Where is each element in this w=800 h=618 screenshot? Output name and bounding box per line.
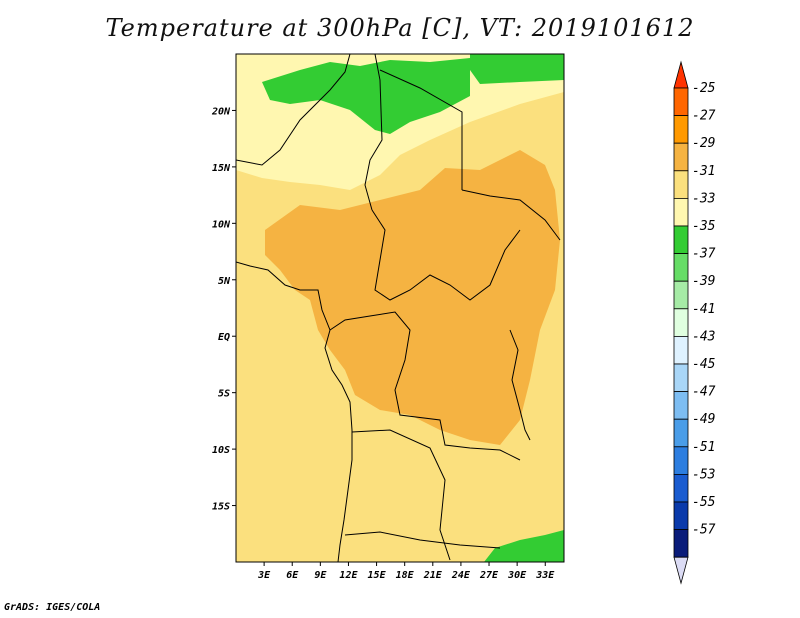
- latitude-ticks: 20N 15N 10N 5N EQ 5S 10S 15S: [211, 106, 236, 513]
- colorbar-cell: [673, 391, 689, 420]
- colorbar-label: -27: [692, 109, 716, 124]
- border-central-1: [371, 209, 521, 301]
- colorbar-label: -29: [692, 136, 715, 151]
- colorbar-label: -47: [692, 385, 716, 400]
- colorbar-label: -31: [692, 164, 715, 179]
- colorbar-label: -51: [692, 440, 715, 455]
- border-central-2: [329, 311, 521, 461]
- lat-tick-label: 20N: [211, 106, 231, 117]
- colorbar-cell: [673, 170, 689, 199]
- colorbar-cell: [673, 308, 689, 337]
- border-lakes: [509, 329, 531, 441]
- lon-tick-label: 30E: [507, 570, 527, 581]
- colorbar-label: -39: [692, 274, 715, 289]
- colorbar-cell: [673, 529, 689, 558]
- colorbar-label: -57: [692, 523, 716, 538]
- colorbar-bottom-arrow: [673, 556, 689, 585]
- border-south-2: [344, 531, 501, 549]
- colorbar-cell: [673, 418, 689, 448]
- lon-tick-label: 24E: [451, 570, 471, 581]
- colorbar-cell: [673, 473, 689, 503]
- colorbar-label: -53: [692, 467, 715, 482]
- colorbar-label: -41: [692, 302, 715, 317]
- colorbar-label: -55: [692, 495, 716, 510]
- lat-tick-label: 15S: [212, 502, 230, 513]
- plot-frame: [235, 53, 565, 563]
- colorbar-cell: [673, 280, 689, 310]
- lon-tick-label: 33E: [535, 570, 555, 581]
- colorbar-top-arrow: [673, 60, 689, 89]
- lon-tick-label: 15E: [368, 570, 387, 581]
- border-north-1: [236, 54, 351, 166]
- colorbar-cell: [673, 142, 689, 172]
- colorbar-cell: [673, 253, 689, 282]
- colorbar-cell: [673, 87, 689, 117]
- lat-tick-label: EQ: [218, 332, 230, 343]
- longitude-ticks: 3E 6E 9E 12E 15E 18E 21E 24E 27E 30E 33E: [257, 562, 555, 581]
- colorbar-cell: [673, 115, 689, 144]
- colorbar-label: -33: [692, 191, 715, 206]
- lon-tick-label: 21E: [423, 570, 443, 581]
- lat-tick-label: 15N: [212, 163, 231, 174]
- lon-tick-label: 27E: [479, 570, 499, 581]
- lat-tick-label: 5N: [218, 276, 231, 287]
- temperature-field: [236, 54, 564, 562]
- lon-tick-label: 3E: [257, 570, 271, 581]
- grads-credit: GrADS: IGES/COLA: [4, 602, 101, 613]
- colorbar: -25 -27 -29 -31 -33 -35 -37 -39 -41 -43 -45 -47 -49 -…: [673, 60, 716, 585]
- colorbar-label: -37: [692, 247, 716, 262]
- field-region-37-north: [262, 58, 470, 134]
- lon-tick-label: 12E: [339, 570, 358, 581]
- country-borders: [236, 54, 561, 562]
- lon-tick-label: 18E: [396, 570, 415, 581]
- lon-tick-label: 6E: [286, 570, 299, 581]
- colorbar-cell: [673, 335, 689, 365]
- colorbar-cell: [673, 501, 689, 531]
- colorbar-cell: [673, 363, 689, 393]
- lat-tick-label: 5S: [218, 389, 230, 400]
- coastline-west: [236, 261, 353, 562]
- colorbar-label: -49: [692, 412, 715, 427]
- field-region-37-southeast: [484, 530, 564, 562]
- colorbar-label: -43: [692, 329, 715, 344]
- border-north-3: [379, 69, 463, 190]
- map-title: Temperature at 300hPa [C], VT: 201910161…: [105, 14, 695, 42]
- colorbar-label: -45: [692, 357, 716, 372]
- lon-tick-label: 9E: [314, 570, 327, 581]
- lat-tick-label: 10S: [212, 445, 230, 456]
- colorbar-label: -35: [692, 219, 716, 234]
- colorbar-cell: [673, 446, 689, 475]
- border-north-2: [364, 54, 383, 211]
- lat-tick-label: 10N: [212, 219, 231, 230]
- border-south-1: [351, 429, 451, 561]
- field-region-37-northeast: [470, 54, 564, 84]
- colorbar-cell: [673, 197, 689, 227]
- colorbar-cell: [673, 225, 689, 255]
- colorbar-label: -25: [692, 81, 716, 96]
- field-region-31: [265, 150, 560, 445]
- border-east: [461, 189, 561, 241]
